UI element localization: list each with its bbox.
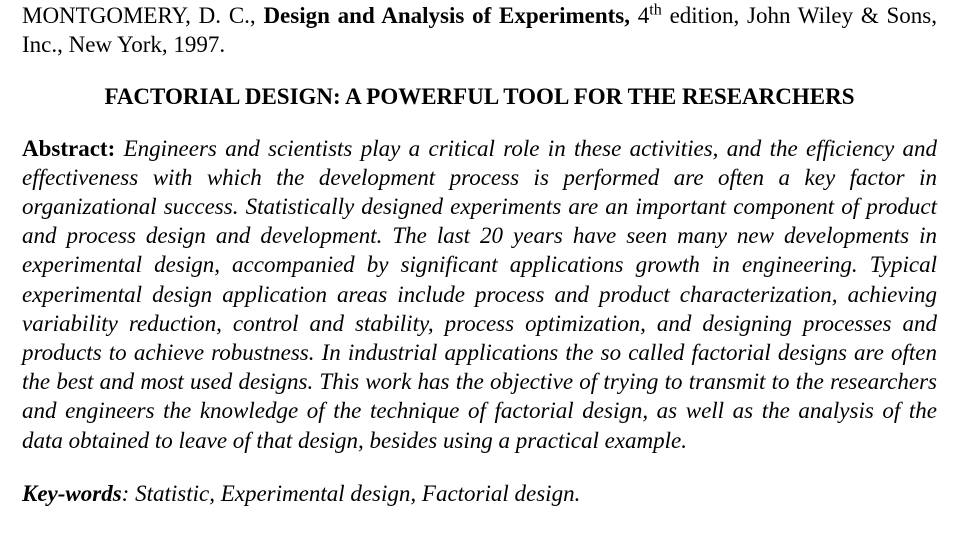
paper-title: FACTORIAL DESIGN: A POWERFUL TOOL FOR TH… [22, 84, 937, 110]
page-container: MONTGOMERY, D. C., Design and Analysis o… [0, 0, 959, 508]
keywords-text: : Statistic, Experimental design, Factor… [122, 481, 581, 506]
reference-author: MONTGOMERY, D. C., [22, 3, 263, 28]
reference-edition-number: 4 [638, 3, 650, 28]
abstract-text: Engineers and scientists play a critical… [22, 136, 937, 453]
reference-edition-suffix: th [649, 1, 662, 18]
keywords-label: Key-words [22, 481, 122, 506]
reference-line: MONTGOMERY, D. C., Design and Analysis o… [22, 2, 937, 60]
abstract-block: Abstract: Engineers and scientists play … [22, 134, 937, 455]
reference-title: Design and Analysis of Experiments, [263, 3, 637, 28]
abstract-label: Abstract: [22, 136, 115, 161]
keywords-block: Key-words: Statistic, Experimental desig… [22, 479, 937, 508]
